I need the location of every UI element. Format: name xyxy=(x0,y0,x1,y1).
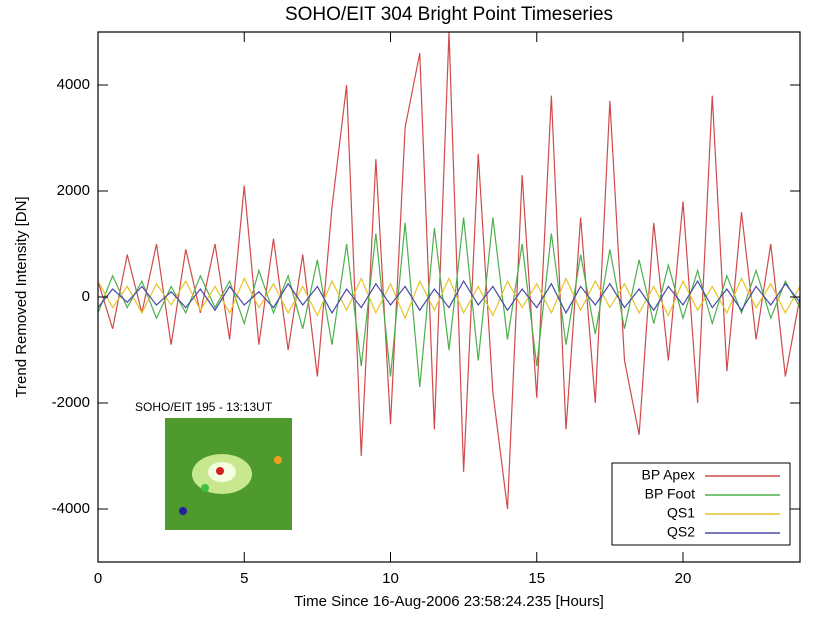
x-tick-label: 15 xyxy=(528,570,545,587)
x-tick-label: 5 xyxy=(240,570,248,587)
series-line xyxy=(98,276,800,320)
x-axis-label: Time Since 16-Aug-2006 23:58:24.235 [Hou… xyxy=(294,593,604,610)
series-line xyxy=(98,32,800,510)
y-tick-label: 2000 xyxy=(57,182,90,199)
legend-label: QS1 xyxy=(667,505,695,521)
legend-label: QS2 xyxy=(667,524,695,540)
y-axis-label: Trend Removed Intensity [DN] xyxy=(13,196,30,397)
inset-dot xyxy=(216,467,224,475)
y-tick-label: 0 xyxy=(82,288,90,305)
y-tick-label: 4000 xyxy=(57,76,90,93)
chart-title: SOHO/EIT 304 Bright Point Timeseries xyxy=(285,4,613,25)
inset-dot xyxy=(201,484,209,492)
x-tick-label: 20 xyxy=(675,570,692,587)
legend-label: BP Foot xyxy=(645,486,695,502)
inset-dot xyxy=(274,456,282,464)
plot-lines xyxy=(98,32,800,510)
y-tick-label: -4000 xyxy=(52,500,90,517)
y-tick-label: -2000 xyxy=(52,394,90,411)
inset: SOHO/EIT 195 - 13:13UT xyxy=(135,400,292,530)
x-tick-label: 10 xyxy=(382,570,399,587)
legend-label: BP Apex xyxy=(642,467,695,483)
inset-label: SOHO/EIT 195 - 13:13UT xyxy=(135,400,273,414)
series-line xyxy=(98,217,800,388)
x-tick-label: 0 xyxy=(94,570,102,587)
series-line xyxy=(98,279,800,315)
inset-dot xyxy=(179,507,187,515)
